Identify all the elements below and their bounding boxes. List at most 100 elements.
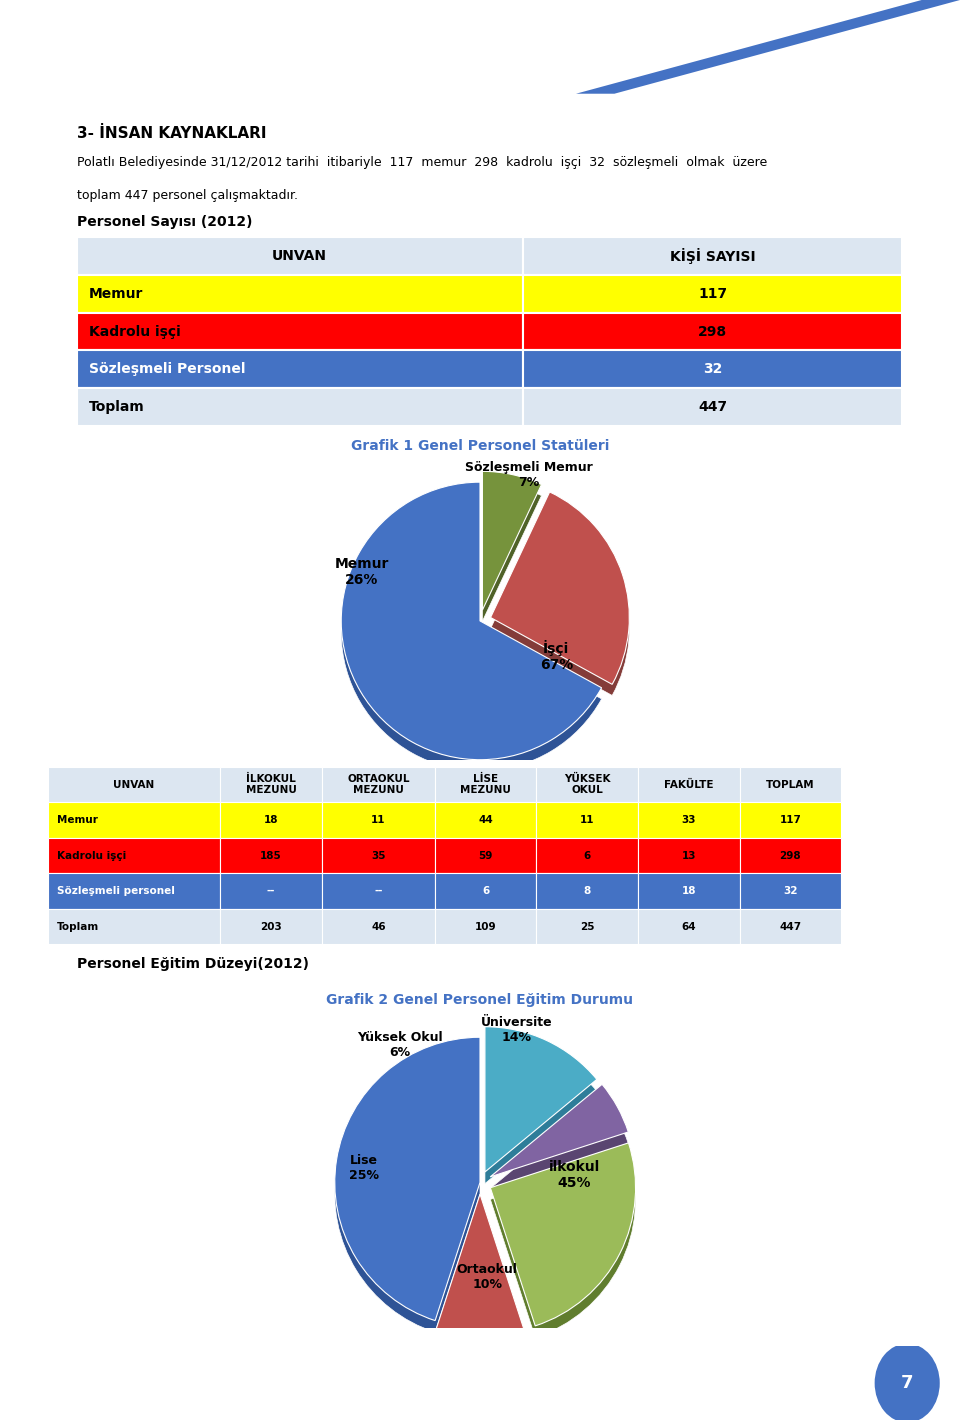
FancyBboxPatch shape bbox=[435, 838, 537, 873]
FancyBboxPatch shape bbox=[537, 873, 638, 909]
FancyBboxPatch shape bbox=[220, 767, 322, 802]
Text: Toplam: Toplam bbox=[89, 400, 145, 415]
Text: 185: 185 bbox=[260, 851, 282, 861]
FancyBboxPatch shape bbox=[322, 802, 435, 838]
FancyBboxPatch shape bbox=[739, 838, 841, 873]
FancyBboxPatch shape bbox=[522, 275, 902, 312]
Text: ilkokul
45%: ilkokul 45% bbox=[549, 1160, 600, 1190]
Text: Ortaokul
10%: Ortaokul 10% bbox=[457, 1262, 517, 1291]
Text: toplam 447 personel çalışmaktadır.: toplam 447 personel çalışmaktadır. bbox=[77, 189, 298, 202]
FancyBboxPatch shape bbox=[522, 351, 902, 388]
FancyBboxPatch shape bbox=[77, 312, 522, 351]
FancyBboxPatch shape bbox=[739, 802, 841, 838]
Text: Memur
26%: Memur 26% bbox=[335, 557, 389, 588]
Text: Personel Eğitim Düzeyi(2012): Personel Eğitim Düzeyi(2012) bbox=[77, 957, 309, 971]
Text: 447: 447 bbox=[698, 400, 727, 415]
FancyBboxPatch shape bbox=[220, 873, 322, 909]
Text: 64: 64 bbox=[682, 922, 696, 932]
FancyBboxPatch shape bbox=[435, 767, 537, 802]
Text: UNVAN: UNVAN bbox=[113, 780, 155, 790]
FancyBboxPatch shape bbox=[77, 351, 522, 388]
FancyBboxPatch shape bbox=[739, 909, 841, 944]
FancyBboxPatch shape bbox=[638, 838, 739, 873]
Wedge shape bbox=[491, 1096, 628, 1189]
Wedge shape bbox=[435, 1206, 525, 1350]
Text: 298: 298 bbox=[698, 325, 727, 338]
Text: Toplam: Toplam bbox=[57, 922, 99, 932]
Text: 46: 46 bbox=[371, 922, 386, 932]
Wedge shape bbox=[491, 1143, 636, 1326]
Text: Grafik 2 Genel Personel Eğitim Durumu: Grafik 2 Genel Personel Eğitim Durumu bbox=[326, 993, 634, 1007]
Text: Lise
25%: Lise 25% bbox=[348, 1154, 379, 1181]
Text: 25: 25 bbox=[580, 922, 594, 932]
Text: --: -- bbox=[374, 886, 383, 896]
Wedge shape bbox=[485, 1038, 597, 1184]
FancyBboxPatch shape bbox=[537, 802, 638, 838]
FancyBboxPatch shape bbox=[638, 802, 739, 838]
Text: 6: 6 bbox=[584, 851, 590, 861]
Wedge shape bbox=[341, 483, 602, 760]
Wedge shape bbox=[435, 1194, 525, 1339]
FancyBboxPatch shape bbox=[220, 909, 322, 944]
Text: 18: 18 bbox=[682, 886, 696, 896]
FancyBboxPatch shape bbox=[435, 909, 537, 944]
FancyBboxPatch shape bbox=[48, 873, 220, 909]
FancyBboxPatch shape bbox=[739, 873, 841, 909]
Text: 3- İNSAN KAYNAKLARI: 3- İNSAN KAYNAKLARI bbox=[77, 126, 266, 141]
Polygon shape bbox=[576, 0, 960, 94]
Text: Kadrolu işçi: Kadrolu işçi bbox=[57, 851, 126, 861]
FancyBboxPatch shape bbox=[77, 237, 522, 275]
Wedge shape bbox=[335, 1049, 480, 1332]
Text: LİSE
MEZUNU: LİSE MEZUNU bbox=[460, 774, 511, 795]
Text: 2012  YILI  FAALİYET  RAPORU: 2012 YILI FAALİYET RAPORU bbox=[223, 1372, 622, 1394]
Text: Kadrolu işçi: Kadrolu işçi bbox=[89, 325, 180, 338]
FancyBboxPatch shape bbox=[638, 873, 739, 909]
FancyBboxPatch shape bbox=[48, 802, 220, 838]
FancyBboxPatch shape bbox=[48, 838, 220, 873]
Wedge shape bbox=[491, 1154, 636, 1338]
Text: 298: 298 bbox=[780, 851, 802, 861]
Text: 203: 203 bbox=[260, 922, 282, 932]
Text: Sözleşmeli Memur
7%: Sözleşmeli Memur 7% bbox=[465, 462, 592, 490]
Wedge shape bbox=[491, 491, 630, 684]
FancyBboxPatch shape bbox=[537, 767, 638, 802]
Text: Grafik 1 Genel Personel Statüleri: Grafik 1 Genel Personel Statüleri bbox=[350, 439, 610, 453]
FancyBboxPatch shape bbox=[220, 802, 322, 838]
Text: KİŞİ SAYISI: KİŞİ SAYISI bbox=[670, 248, 756, 264]
FancyBboxPatch shape bbox=[537, 838, 638, 873]
Text: 59: 59 bbox=[478, 851, 492, 861]
Wedge shape bbox=[335, 1037, 480, 1321]
Wedge shape bbox=[483, 471, 541, 611]
FancyBboxPatch shape bbox=[77, 388, 522, 426]
Text: 6: 6 bbox=[482, 886, 490, 896]
Wedge shape bbox=[483, 483, 541, 621]
Text: Personel Sayısı (2012): Personel Sayısı (2012) bbox=[77, 214, 252, 229]
Text: 109: 109 bbox=[475, 922, 496, 932]
FancyBboxPatch shape bbox=[48, 909, 220, 944]
Text: 35: 35 bbox=[372, 851, 386, 861]
FancyBboxPatch shape bbox=[537, 909, 638, 944]
Text: 32: 32 bbox=[783, 886, 798, 896]
Text: 13: 13 bbox=[682, 851, 696, 861]
Text: İşçi
67%: İşçi 67% bbox=[540, 639, 573, 672]
Text: ORTAOKUL
MEZUNU: ORTAOKUL MEZUNU bbox=[348, 774, 410, 795]
Wedge shape bbox=[491, 1085, 628, 1177]
FancyBboxPatch shape bbox=[322, 873, 435, 909]
Text: Memur: Memur bbox=[57, 815, 98, 825]
Wedge shape bbox=[485, 1027, 597, 1171]
FancyBboxPatch shape bbox=[638, 767, 739, 802]
FancyBboxPatch shape bbox=[739, 767, 841, 802]
Text: Sözleşmeli personel: Sözleşmeli personel bbox=[57, 886, 175, 896]
FancyBboxPatch shape bbox=[522, 237, 902, 275]
Text: 11: 11 bbox=[580, 815, 594, 825]
Text: POLATLI BELEDİYESİ: POLATLI BELEDİYESİ bbox=[249, 30, 596, 60]
Text: 33: 33 bbox=[682, 815, 696, 825]
Wedge shape bbox=[491, 503, 630, 696]
Wedge shape bbox=[341, 493, 602, 771]
Text: Memur: Memur bbox=[89, 287, 144, 301]
FancyBboxPatch shape bbox=[322, 909, 435, 944]
Text: YÜKSEK
OKUL: YÜKSEK OKUL bbox=[564, 774, 611, 795]
Text: Yüksek Okul
6%: Yüksek Okul 6% bbox=[357, 1031, 443, 1058]
Text: 8: 8 bbox=[584, 886, 590, 896]
Text: 44: 44 bbox=[478, 815, 493, 825]
